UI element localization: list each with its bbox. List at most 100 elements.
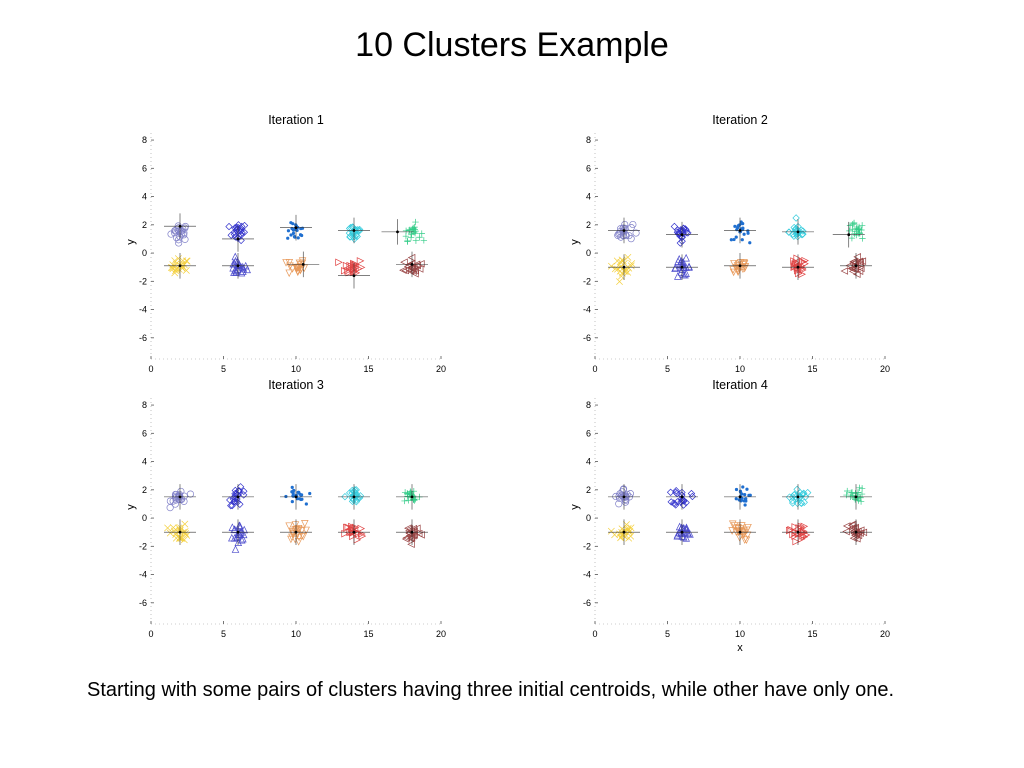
point-marker bbox=[349, 524, 357, 533]
point-marker bbox=[788, 493, 797, 501]
chart-title: Iteration 1 bbox=[268, 113, 324, 127]
point-marker bbox=[627, 262, 635, 270]
centroid-marker bbox=[738, 229, 742, 232]
y-tick-label: -6 bbox=[583, 598, 591, 608]
centroid-marker bbox=[236, 495, 240, 499]
point-marker bbox=[678, 529, 687, 538]
cluster-5 bbox=[734, 485, 752, 507]
y-tick-label: -4 bbox=[139, 305, 147, 315]
point-marker bbox=[233, 260, 242, 269]
point-marker bbox=[405, 531, 414, 540]
point-marker bbox=[171, 269, 179, 277]
point-marker bbox=[177, 534, 185, 542]
point-marker bbox=[291, 228, 296, 232]
x-tick-label: 20 bbox=[880, 364, 890, 374]
chart-title: Iteration 3 bbox=[268, 378, 324, 392]
point-marker bbox=[666, 488, 675, 496]
point-marker bbox=[289, 221, 293, 225]
point-marker bbox=[729, 268, 738, 277]
point-marker bbox=[684, 229, 692, 237]
point-marker bbox=[732, 237, 736, 242]
point-marker bbox=[183, 257, 191, 265]
point-marker bbox=[843, 491, 850, 499]
y-tick-label: 6 bbox=[586, 163, 591, 173]
point-marker bbox=[674, 272, 682, 280]
point-marker bbox=[620, 485, 628, 493]
point-marker bbox=[291, 494, 295, 498]
y-tick-label: 8 bbox=[142, 400, 147, 410]
centroid-marker bbox=[738, 495, 742, 499]
point-marker bbox=[408, 264, 416, 272]
point-marker bbox=[407, 488, 414, 495]
point-marker bbox=[621, 220, 629, 229]
point-marker bbox=[345, 268, 354, 277]
point-marker bbox=[286, 229, 291, 233]
cluster-2 bbox=[164, 520, 191, 544]
y-tick-label: 2 bbox=[586, 485, 591, 495]
point-marker bbox=[166, 529, 174, 537]
cluster-6 bbox=[282, 257, 308, 278]
point-marker bbox=[416, 234, 423, 241]
point-marker bbox=[235, 487, 244, 495]
point-marker bbox=[417, 259, 425, 268]
point-marker bbox=[357, 263, 366, 272]
point-marker bbox=[300, 233, 304, 238]
point-marker bbox=[676, 229, 684, 238]
point-marker bbox=[231, 256, 240, 265]
y-tick-label: -6 bbox=[139, 598, 147, 608]
point-marker bbox=[167, 264, 175, 271]
y-tick-label: -2 bbox=[139, 541, 147, 551]
point-marker bbox=[288, 533, 296, 542]
point-marker bbox=[621, 225, 629, 233]
point-marker bbox=[341, 493, 349, 501]
point-marker bbox=[798, 535, 806, 543]
point-marker bbox=[667, 498, 675, 506]
point-marker bbox=[859, 235, 866, 242]
point-marker bbox=[186, 490, 195, 498]
point-marker bbox=[182, 266, 190, 274]
point-marker bbox=[349, 229, 357, 238]
point-marker bbox=[344, 267, 352, 275]
point-marker bbox=[799, 227, 807, 235]
centroid-marker bbox=[178, 224, 182, 228]
point-marker bbox=[629, 220, 637, 229]
cluster-8 bbox=[335, 257, 366, 277]
cluster-3 bbox=[226, 483, 248, 510]
point-marker bbox=[853, 534, 861, 543]
x-tick-label: 0 bbox=[592, 364, 597, 374]
centroid-marker bbox=[622, 229, 626, 232]
point-marker bbox=[166, 504, 174, 512]
cluster-9 bbox=[846, 219, 866, 242]
point-marker bbox=[291, 526, 299, 535]
cluster-7 bbox=[341, 486, 365, 506]
point-marker bbox=[240, 221, 249, 230]
point-marker bbox=[736, 224, 740, 228]
point-marker bbox=[407, 489, 415, 496]
centroid-marker bbox=[352, 495, 356, 499]
slide-caption: Starting with some pairs of clusters hav… bbox=[87, 679, 895, 701]
centroid-marker bbox=[352, 274, 356, 278]
point-marker bbox=[842, 522, 851, 530]
x-tick-label: 10 bbox=[735, 629, 745, 639]
cluster-8 bbox=[790, 254, 809, 279]
point-marker bbox=[790, 257, 798, 265]
point-marker bbox=[730, 260, 738, 268]
point-marker bbox=[335, 258, 343, 267]
x-tick-label: 20 bbox=[436, 629, 446, 639]
point-marker bbox=[844, 487, 851, 495]
point-marker bbox=[611, 265, 619, 273]
point-marker bbox=[673, 498, 682, 506]
point-marker bbox=[734, 487, 739, 492]
point-marker bbox=[742, 232, 746, 236]
y-tick-label: -6 bbox=[583, 333, 591, 343]
point-marker bbox=[618, 269, 626, 277]
point-marker bbox=[613, 257, 621, 265]
point-marker bbox=[612, 492, 620, 501]
point-marker bbox=[239, 534, 247, 543]
y-tick-label: 2 bbox=[586, 220, 591, 230]
y-tick-label: 0 bbox=[142, 513, 147, 523]
x-tick-label: 10 bbox=[735, 364, 745, 374]
point-marker bbox=[792, 214, 800, 222]
point-marker bbox=[728, 527, 736, 535]
centroid-marker bbox=[294, 495, 298, 499]
